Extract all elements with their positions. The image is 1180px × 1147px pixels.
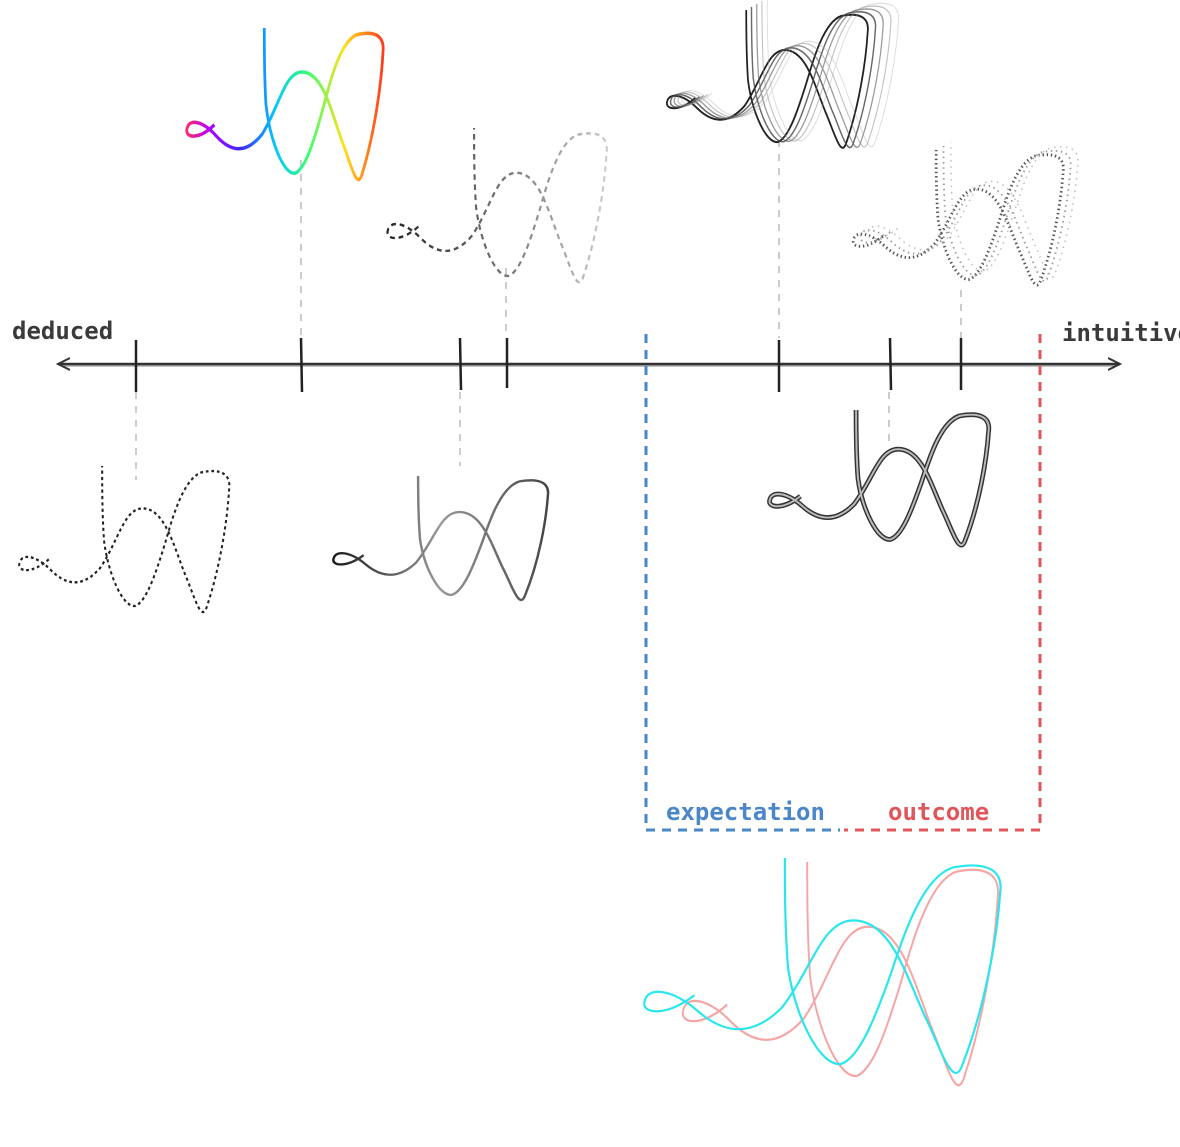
- leader-lines: [135, 140, 962, 480]
- outcome-bracket: [844, 334, 1042, 832]
- loop-squiggle-icon: [184, 26, 385, 182]
- loop-squiggle-icon: [770, 410, 989, 545]
- expectation-label: expectation: [666, 798, 825, 826]
- loop-squiggle-icon: [18, 464, 231, 614]
- loop-squiggle-icon: [851, 141, 1079, 287]
- tick-3: [458, 337, 463, 391]
- expectation-bracket: [644, 334, 840, 832]
- axis-ticks: [134, 337, 963, 393]
- loop-squiggle-icon: [643, 856, 1002, 1075]
- tick-6: [888, 337, 893, 391]
- overlay-comparison: [643, 856, 1002, 1087]
- spectrum-axis: [58, 364, 1120, 366]
- tick-2: [299, 337, 304, 393]
- loop-squiggle-icon: [681, 860, 1000, 1087]
- loop-squiggle-icon: [386, 126, 609, 284]
- loop-squiggle-icon: [332, 474, 550, 602]
- outcome-label: outcome: [888, 798, 989, 826]
- loop-squiggle-icon: [665, 0, 900, 149]
- axis-label-deduced: deduced: [12, 317, 113, 345]
- axis-label-intuitive: intuitive: [1062, 319, 1180, 347]
